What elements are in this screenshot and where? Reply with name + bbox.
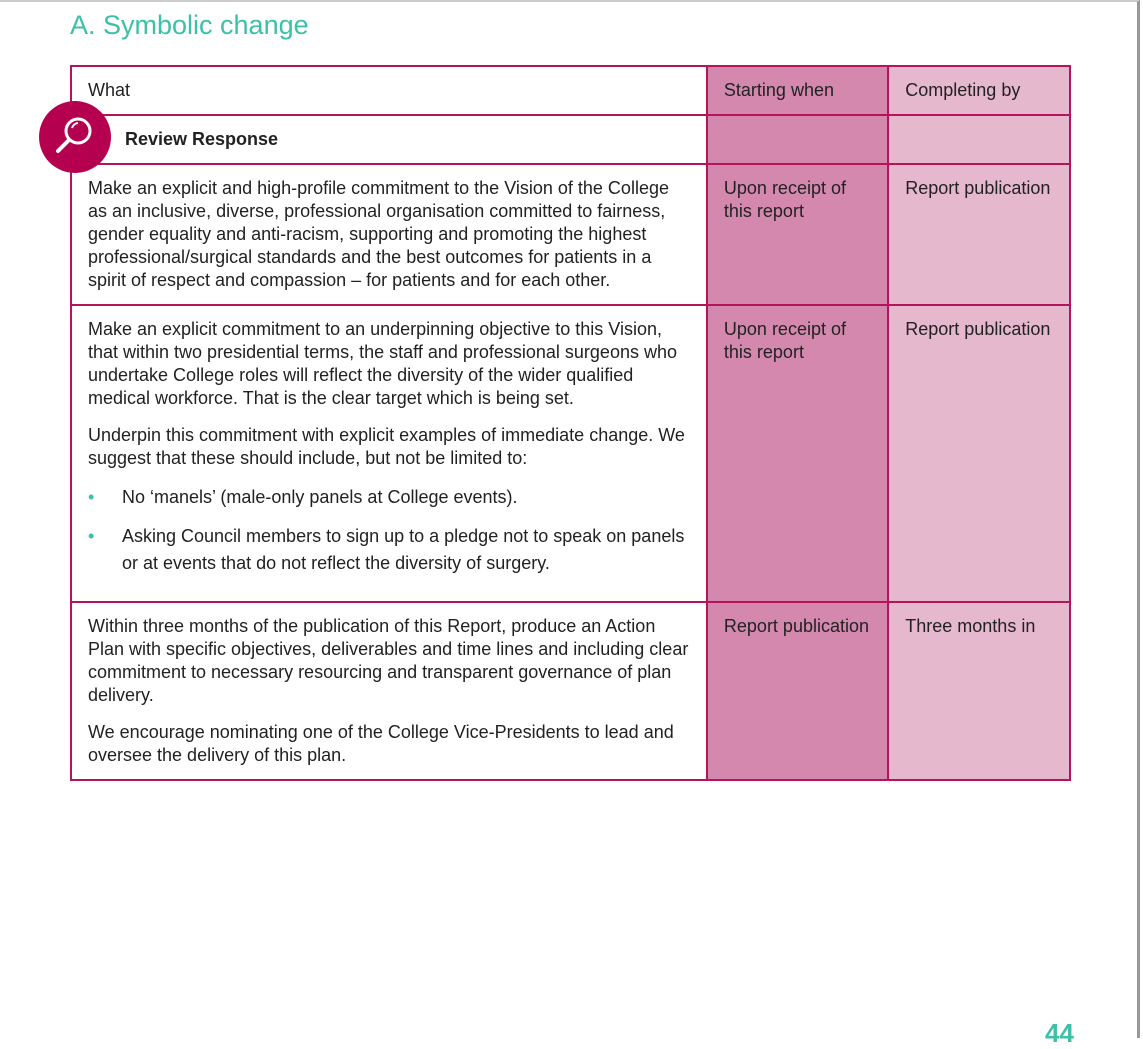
- what-cell: Make an explicit commitment to an underp…: [70, 304, 708, 603]
- starting-cell: Upon receipt of this report: [705, 163, 890, 306]
- completing-cell: Report publication: [887, 304, 1071, 603]
- table-row: Make an explicit commitment to an underp…: [70, 304, 1071, 603]
- header-what: What: [70, 65, 708, 116]
- table-row: Within three months of the publication o…: [70, 601, 1071, 781]
- section-label: Review Response: [70, 114, 708, 165]
- bullet-item: No ‘manels’ (male-only panels at College…: [88, 484, 690, 511]
- starting-cell: Report publication: [705, 601, 890, 781]
- what-paragraph: Make an explicit and high-profile commit…: [88, 178, 669, 290]
- page-number: 44: [1045, 1018, 1074, 1048]
- table-row: Make an explicit and high-profile commit…: [70, 163, 1071, 306]
- completing-cell: Report publication: [887, 163, 1071, 306]
- action-table: What Starting when Completing by Review …: [70, 65, 1071, 781]
- header-starting: Starting when: [705, 65, 890, 116]
- header-row: What Starting when Completing by: [70, 65, 1071, 116]
- bullet-item: Asking Council members to sign up to a p…: [88, 523, 690, 577]
- header-completing: Completing by: [887, 65, 1071, 116]
- bullet-list: No ‘manels’ (male-only panels at College…: [88, 484, 690, 577]
- magnifier-icon: [39, 101, 111, 173]
- section-title: A. Symbolic change: [70, 10, 309, 40]
- what-paragraph: Within three months of the publication o…: [88, 616, 689, 705]
- starting-cell: Upon receipt of this report: [705, 304, 890, 603]
- what-cell: Within three months of the publication o…: [70, 601, 708, 781]
- section-row: Review Response: [70, 114, 1071, 165]
- completing-cell: Three months in: [887, 601, 1071, 781]
- what-paragraph: Underpin this commitment with explicit e…: [88, 425, 685, 468]
- what-paragraph: We encourage nominating one of the Colle…: [88, 722, 674, 765]
- what-paragraph: Make an explicit commitment to an underp…: [88, 319, 677, 408]
- what-cell: Make an explicit and high-profile commit…: [70, 163, 708, 306]
